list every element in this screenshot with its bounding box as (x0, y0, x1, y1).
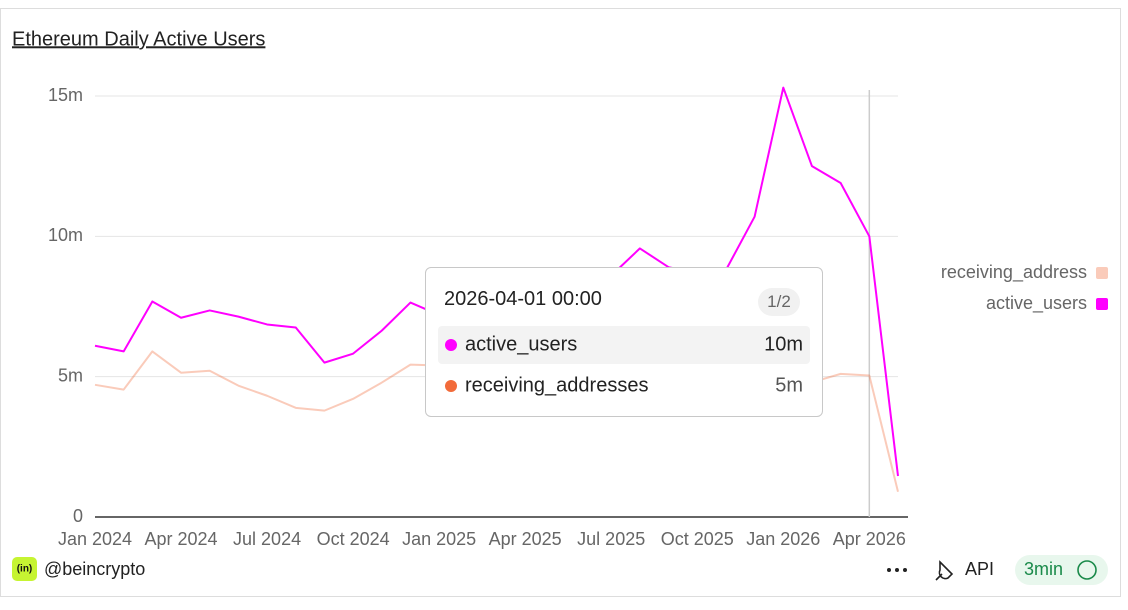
chart-title[interactable]: Ethereum Daily Active Users (12, 28, 265, 50)
tooltip-date: 2026-04-01 00:00 (444, 288, 602, 310)
tooltip-row: active_users 10m (438, 326, 810, 364)
y-tick-label: 15m (48, 85, 83, 105)
tooltip-name: active_users (465, 333, 578, 356)
tooltip: 2026-04-01 00:00 1/2 active_users 10m rece… (425, 267, 823, 417)
legend-label[interactable]: active_users (986, 293, 1087, 314)
author[interactable]: @beincrypto (44, 559, 145, 579)
api-button[interactable]: API (965, 559, 994, 579)
tooltip-page[interactable]: 1/2 (758, 288, 800, 316)
x-tick-label: Jan 2026 (746, 529, 820, 549)
x-tick-label: Jul 2024 (233, 529, 301, 549)
x-tick-label: Apr 2024 (145, 529, 218, 549)
more-button[interactable] (887, 568, 907, 572)
x-tick-label: Apr 2026 (833, 529, 906, 549)
refresh-icon (1077, 560, 1097, 580)
x-tick-label: Jan 2024 (58, 529, 132, 549)
x-tick-label: Oct 2024 (317, 529, 390, 549)
y-tick-label: 0 (73, 506, 83, 526)
tooltip-row: receiving_addresses 5m (438, 367, 810, 405)
y-tick-label: 10m (48, 225, 83, 245)
y-tick-label: 5m (58, 365, 83, 385)
tooltip-dot (445, 339, 457, 351)
api-icon (935, 560, 954, 581)
card (0, 8, 1121, 597)
logo-mark: (in) (17, 564, 33, 575)
tooltip-value: 5m (775, 374, 803, 397)
x-tick-label: Jul 2025 (577, 529, 645, 549)
x-tick-label: Apr 2025 (489, 529, 562, 549)
refresh-time: 3min (1024, 559, 1063, 579)
refresh-pill[interactable] (1015, 555, 1108, 585)
x-tick-label: Jan 2025 (402, 529, 476, 549)
tooltip-name: receiving_addresses (465, 374, 649, 397)
legend-swatch (1096, 298, 1108, 310)
legend-label[interactable]: receiving_address (941, 262, 1087, 283)
tooltip-value: 10m (764, 333, 803, 356)
legend-swatch (1096, 267, 1108, 279)
x-tick-label: Oct 2025 (661, 529, 734, 549)
logo (12, 557, 37, 581)
tooltip-dot (445, 380, 457, 392)
